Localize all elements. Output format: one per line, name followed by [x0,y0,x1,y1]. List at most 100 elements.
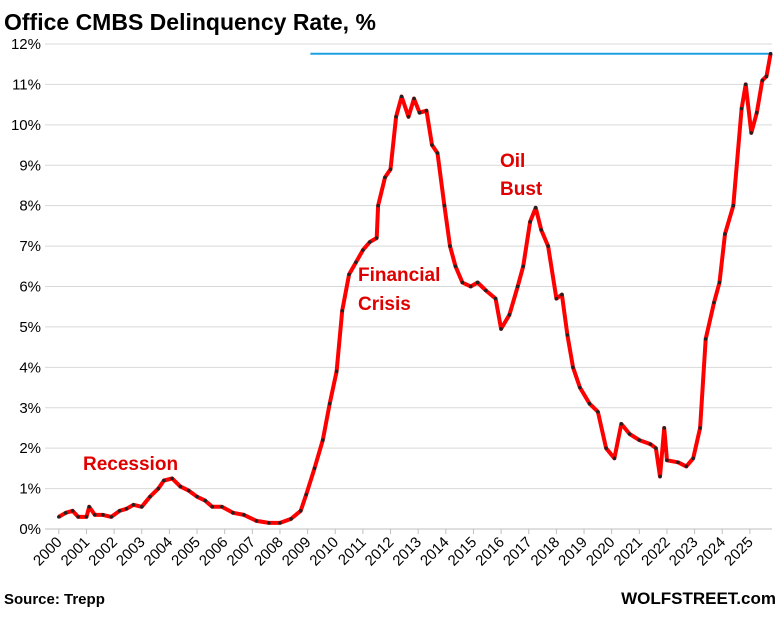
data-point [539,228,543,232]
credit: WOLFSTREET.com [621,589,776,608]
data-point [278,521,282,525]
x-tick-label: 2003 [113,534,149,570]
data-line [57,53,773,525]
data-point [220,504,224,509]
data-point [743,82,748,87]
x-tick-label: 2025 [721,534,757,570]
x-tick-label: 2011 [335,534,370,569]
y-tick-label: 4% [19,359,41,376]
x-tick-label: 2004 [141,534,177,570]
data-point [267,521,271,525]
x-tick-label: 2020 [583,534,619,570]
data-point [170,476,174,481]
y-tick-label: 2% [19,440,41,457]
data-point [57,515,61,519]
data-point [665,458,669,463]
data-point [554,296,559,301]
data-point [521,264,526,269]
data-point [698,426,702,430]
data-point [604,446,608,450]
data-point [210,504,215,509]
x-tick-label: 2018 [528,534,564,570]
data-point [139,504,144,509]
x-tick-label: 2006 [196,534,232,570]
data-point [739,106,744,111]
x-tick-label: 2014 [417,534,453,570]
data-point [475,280,480,285]
data-point [691,456,696,461]
y-tick-label: 12% [11,36,41,53]
data-point [304,492,309,497]
data-point [394,114,398,119]
data-point [70,509,75,513]
y-tick-label: 0% [19,521,41,538]
data-point [178,484,183,489]
data-point [596,409,600,414]
data-point [254,519,259,523]
data-point [749,131,754,135]
x-tick-label: 2024 [693,534,729,570]
data-point [148,494,152,499]
data-point [658,474,662,479]
y-tick-label: 6% [19,279,41,296]
y-tick-label: 11% [12,76,41,93]
y-tick-label: 7% [19,238,41,255]
annotation: Bust [500,179,543,200]
data-point [565,333,570,337]
x-tick-label: 2023 [666,534,702,570]
data-point [571,365,575,370]
data-point [131,502,136,507]
x-tick-label: 2000 [30,534,66,570]
x-tick-label: 2012 [362,534,398,570]
data-point [124,506,129,511]
data-point [528,220,532,224]
data-point [712,300,716,305]
data-point [453,264,458,269]
x-tick-label: 2008 [251,534,287,570]
y-tick-label: 3% [19,400,41,417]
annotation: Oil [500,151,525,172]
data-point [289,517,293,521]
data-point [676,460,680,465]
x-tick-label: 2002 [85,534,121,570]
data-point [424,108,429,113]
data-point [412,96,416,101]
y-tick-label: 1% [19,481,41,498]
data-point [684,464,689,469]
data-point [484,288,488,293]
data-point [619,422,624,426]
annotation: Crisis [358,294,411,315]
x-tick-label: 2005 [168,534,204,570]
data-point [242,513,246,517]
data-point [468,284,473,289]
data-point [340,308,344,313]
data-point [448,244,452,248]
data-point [101,513,105,517]
data-point [109,515,114,519]
data-point [374,236,379,240]
data-point [654,446,658,450]
data-point [312,466,317,471]
data-point [731,203,736,208]
source: Source: Trepp [4,591,105,608]
data-point [499,327,503,331]
annotation: Financial [358,265,440,286]
x-tick-label: 2010 [306,534,342,570]
x-tick-label: 2021 [611,534,647,570]
data-point [334,369,339,374]
data-point [662,426,666,430]
x-tick-label: 2009 [279,534,315,570]
data-point [546,244,550,248]
x-tick-label: 2015 [445,534,481,570]
data-point [368,240,372,244]
data-point [327,401,332,406]
data-point [560,292,564,297]
x-tick-label: 2019 [555,534,591,570]
data-point [493,296,498,301]
data-point [388,167,393,172]
data-point [648,442,653,446]
data-point [627,432,632,436]
data-point [87,504,92,509]
x-tick-label: 2013 [389,534,425,570]
